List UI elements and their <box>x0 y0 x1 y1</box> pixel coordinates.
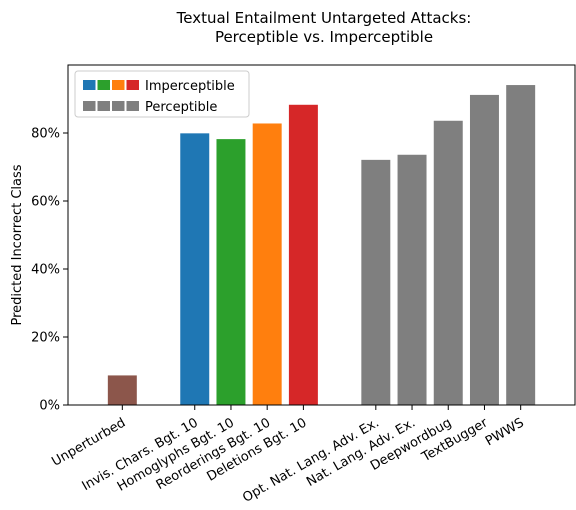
legend-swatch <box>112 101 125 111</box>
chart-title-line-2: Perceptible vs. Imperceptible <box>215 28 433 46</box>
y-axis-label: Predicted Incorrect Class <box>10 164 25 325</box>
legend-swatch <box>83 101 96 111</box>
chart-title: Textual Entailment Untargeted Attacks: P… <box>176 9 472 46</box>
legend-swatch <box>97 101 110 111</box>
legend-swatch <box>112 80 125 90</box>
legend-swatch <box>126 80 139 90</box>
legend-label: Imperceptible <box>145 79 235 94</box>
y-tick-label: 0% <box>39 399 60 414</box>
bar <box>433 120 463 405</box>
y-tick-label: 60% <box>31 195 60 210</box>
bar <box>107 375 137 405</box>
bars <box>107 85 536 406</box>
chart-title-line-1: Textual Entailment Untargeted Attacks: <box>176 9 472 27</box>
y-tick-label: 40% <box>31 263 60 278</box>
bar <box>252 123 282 405</box>
bar <box>361 159 391 405</box>
bar <box>397 154 427 405</box>
legend-swatch <box>97 80 110 90</box>
legend: Imperceptible Perceptible <box>74 70 250 118</box>
bar <box>216 139 246 405</box>
plot-frame <box>67 64 576 406</box>
bar <box>469 94 499 406</box>
y-tick-label: 80% <box>31 127 60 142</box>
y-axis-ticks: 0% 20% 40% 60% 80% <box>31 127 68 414</box>
legend-label: Perceptible <box>145 100 217 115</box>
legend-swatch <box>126 101 139 111</box>
bar <box>288 104 318 405</box>
bar <box>180 133 210 405</box>
bar <box>506 85 536 405</box>
legend-swatch <box>83 80 96 90</box>
y-tick-label: 20% <box>31 331 60 346</box>
x-tick-label: PWWS <box>483 415 527 449</box>
